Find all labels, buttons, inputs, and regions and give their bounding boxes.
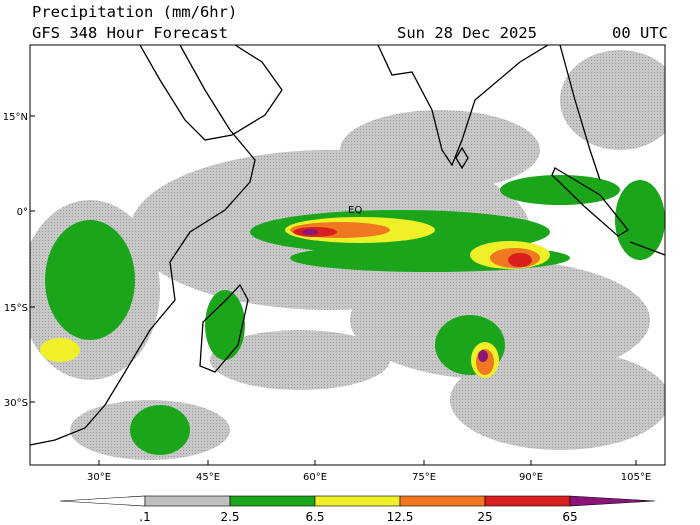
colorbar: [59, 495, 656, 507]
axis-labels: 15°N 0° 15°S 30°S 30°E 45°E 60°E 75°E 90°E 105°E: [3, 112, 651, 483]
lon-label: 75°E: [412, 472, 436, 483]
peak-precip: [302, 229, 488, 362]
colorbar-label: 25: [477, 510, 492, 524]
colorbar-label: 2.5: [220, 510, 239, 524]
map-frame: [29, 44, 666, 466]
colorbar-label: 6.5: [305, 510, 324, 524]
equator-label: EQ: [348, 205, 362, 216]
lat-label: 0°: [17, 207, 28, 218]
colorbar-labels: .1 2.5 6.5 12.5 25 65: [139, 510, 577, 524]
lon-label: 90°E: [519, 472, 543, 483]
colorbar-label: .1: [139, 510, 150, 524]
lon-label: 45°E: [196, 472, 220, 483]
colorbar-label: 65: [562, 510, 577, 524]
map: EQ: [30, 45, 665, 465]
lon-label: 30°E: [87, 472, 111, 483]
subtitle: GFS 348 Hour Forecast: [32, 24, 228, 42]
title: Precipitation (mm/6hr): [32, 3, 237, 21]
time: 00 UTC: [612, 24, 668, 42]
lon-label: 60°E: [303, 472, 327, 483]
coastlines: [30, 45, 665, 446]
lat-label: 15°S: [4, 303, 28, 314]
colorbar-label: 12.5: [387, 510, 414, 524]
date: Sun 28 Dec 2025: [397, 24, 537, 42]
lat-label: 30°S: [4, 398, 28, 409]
lat-label: 15°N: [3, 112, 28, 123]
lon-label: 105°E: [621, 472, 651, 483]
